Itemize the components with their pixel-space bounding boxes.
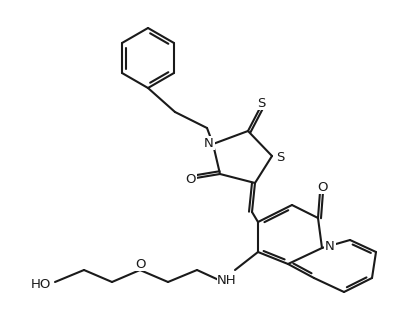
Text: HO: HO [31,278,51,291]
Text: N: N [325,239,335,253]
Text: O: O [317,180,327,193]
Text: S: S [257,97,265,110]
Text: O: O [136,258,146,271]
Text: O: O [186,172,196,185]
Text: N: N [204,137,214,150]
Text: S: S [276,151,284,164]
Text: NH: NH [217,275,237,288]
